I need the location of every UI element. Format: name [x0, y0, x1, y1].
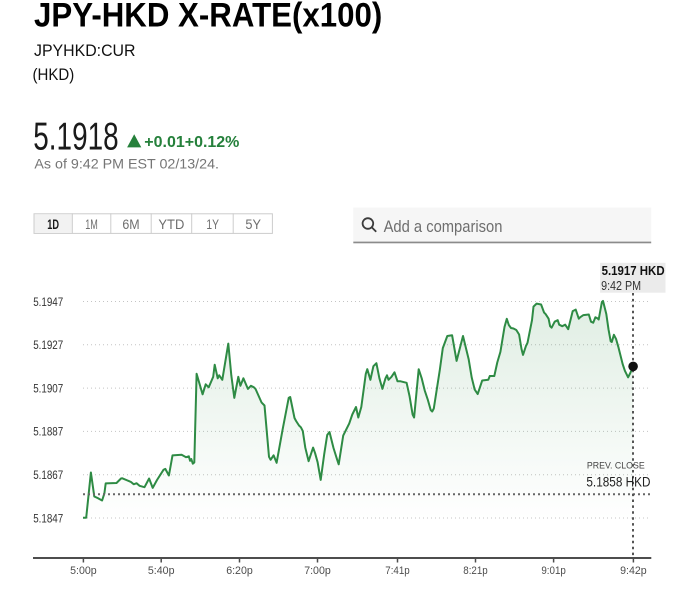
svg-text:5.1847: 5.1847 [33, 511, 63, 525]
svg-text:5.1907: 5.1907 [33, 381, 63, 395]
svg-text:As of 9:42 PM EST 02/13/24.: As of 9:42 PM EST 02/13/24. [34, 157, 219, 173]
svg-text:6M: 6M [122, 217, 139, 232]
svg-text:JPYHKD:CUR: JPYHKD:CUR [34, 42, 136, 60]
svg-text:5.1858 HKD: 5.1858 HKD [586, 475, 650, 490]
svg-text:PREV. CLOSE: PREV. CLOSE [587, 460, 645, 470]
svg-text:5.1947: 5.1947 [33, 295, 63, 309]
svg-text:9:42p: 9:42p [620, 565, 647, 577]
svg-text:7:41p: 7:41p [385, 565, 410, 577]
svg-text:1Y: 1Y [206, 217, 219, 232]
svg-text:JPY-HKD X-RATE(x100): JPY-HKD X-RATE(x100) [34, 0, 382, 35]
svg-text:1M: 1M [85, 217, 98, 232]
svg-text:5:00p: 5:00p [70, 565, 97, 577]
svg-text:5:40p: 5:40p [148, 565, 175, 577]
svg-text:9:42 PM: 9:42 PM [601, 278, 641, 293]
svg-text:6:20p: 6:20p [226, 565, 253, 577]
svg-text:Add a comparison: Add a comparison [384, 217, 503, 236]
svg-text:1D: 1D [47, 217, 59, 232]
svg-text:5.1917 HKD: 5.1917 HKD [602, 263, 665, 278]
svg-text:+0.01+0.12%: +0.01+0.12% [144, 134, 239, 151]
svg-text:5Y: 5Y [245, 217, 261, 232]
svg-text:5.1887: 5.1887 [33, 425, 63, 439]
svg-text:5.1867: 5.1867 [33, 468, 63, 482]
svg-text:7:00p: 7:00p [304, 565, 331, 577]
svg-text:5.1927: 5.1927 [33, 338, 63, 352]
svg-text:9:01p: 9:01p [541, 565, 566, 577]
svg-text:8:21p: 8:21p [463, 565, 488, 577]
svg-text:(HKD): (HKD) [33, 66, 75, 84]
svg-text:YTD: YTD [158, 217, 184, 232]
svg-text:5.1918: 5.1918 [33, 115, 118, 158]
